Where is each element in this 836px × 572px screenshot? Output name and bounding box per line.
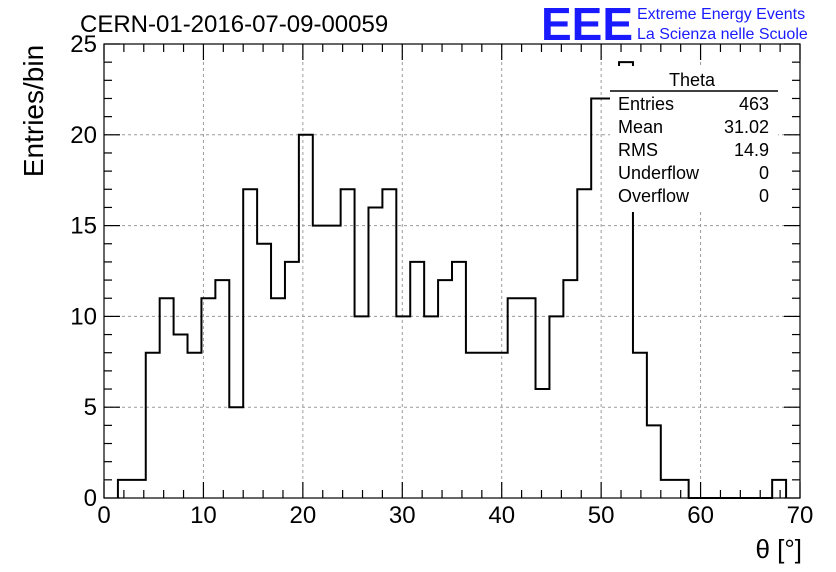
stats-entries-label: Entries bbox=[618, 94, 674, 114]
run-title: CERN-01-2016-07-09-00059 bbox=[80, 11, 388, 38]
x-axis-label: θ [°] bbox=[755, 534, 802, 564]
stats-underflow-label: Underflow bbox=[618, 163, 700, 183]
stats-overflow-label: Overflow bbox=[618, 186, 690, 206]
y-axis-label: Entries/bin bbox=[18, 45, 49, 177]
x-tick-label: 10 bbox=[190, 502, 217, 529]
histogram-outline bbox=[116, 61, 788, 499]
x-tick-label: 20 bbox=[290, 502, 317, 529]
y-tick-labels: 0 5 10 15 20 25 bbox=[70, 31, 97, 512]
logo-line-2: La Scienza nelle Scuole bbox=[637, 26, 808, 43]
y-tick-label: 25 bbox=[70, 31, 97, 58]
x-tick-label: 40 bbox=[488, 502, 515, 529]
x-tick-label: 60 bbox=[687, 502, 714, 529]
stats-box-title: Theta bbox=[669, 70, 716, 90]
y-tick-label: 10 bbox=[70, 303, 97, 330]
x-tick-label: 0 bbox=[97, 502, 110, 529]
x-tick-label: 30 bbox=[389, 502, 416, 529]
stats-overflow-value: 0 bbox=[759, 186, 769, 206]
stats-rms-value: 14.9 bbox=[734, 140, 769, 160]
x-tick-labels: 0 10 20 30 40 50 60 70 bbox=[97, 502, 813, 529]
eee-logo-letters: EEE bbox=[541, 0, 633, 50]
y-tick-label: 5 bbox=[84, 394, 97, 421]
y-tick-label: 20 bbox=[70, 122, 97, 149]
stats-rms-label: RMS bbox=[618, 140, 658, 160]
stats-entries-value: 463 bbox=[739, 94, 769, 114]
stats-mean-label: Mean bbox=[618, 117, 663, 137]
grid-lines bbox=[104, 44, 800, 498]
x-tick-label: 70 bbox=[787, 502, 814, 529]
y-tick-label: 0 bbox=[84, 485, 97, 512]
eee-logo: EEE Extreme Energy Events La Scienza nel… bbox=[541, 0, 808, 50]
plot-frame bbox=[103, 43, 801, 499]
logo-line-1: Extreme Energy Events bbox=[637, 6, 805, 23]
y-tick-label: 15 bbox=[70, 213, 97, 240]
stats-box: Theta Entries 463 Mean 31.02 RMS 14.9 Un… bbox=[610, 66, 778, 212]
stats-mean-value: 31.02 bbox=[724, 117, 769, 137]
stats-underflow-value: 0 bbox=[759, 163, 769, 183]
x-tick-label: 50 bbox=[588, 502, 615, 529]
